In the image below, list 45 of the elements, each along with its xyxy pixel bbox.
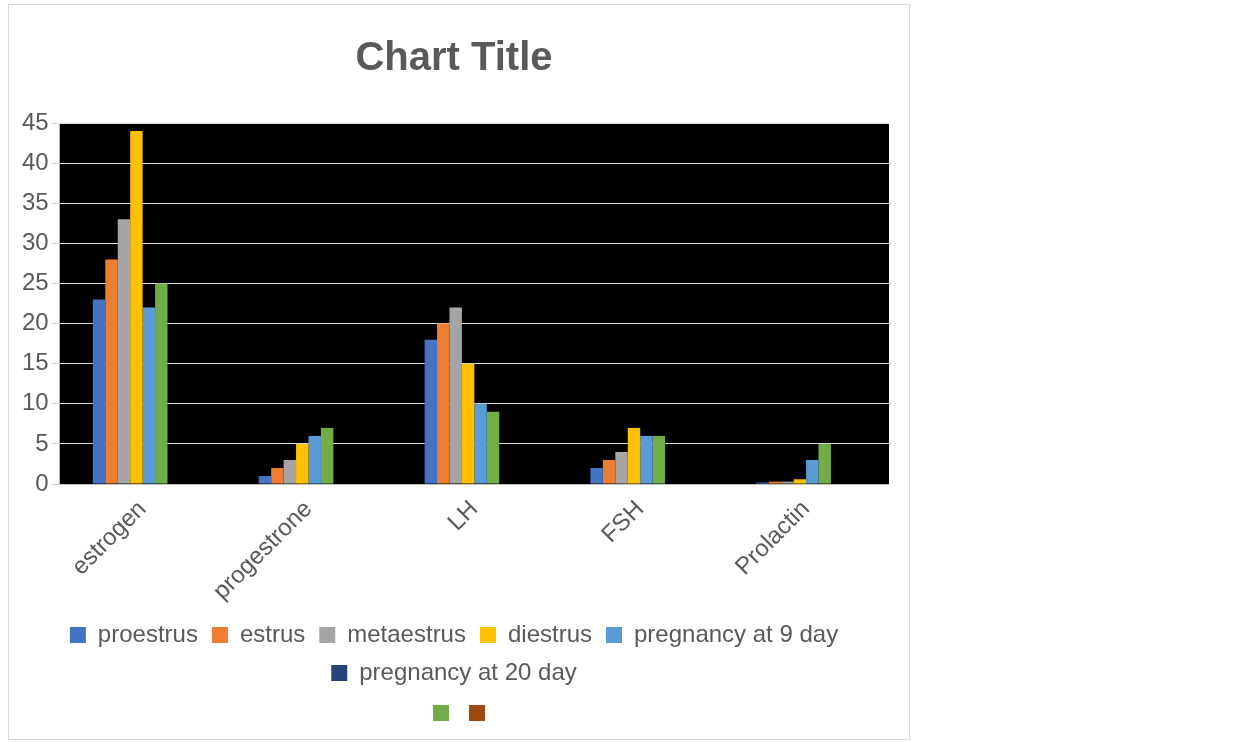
legend-label: pregnancy at 20 day bbox=[359, 657, 577, 685]
y-tick-label: 25 bbox=[21, 268, 49, 296]
bar bbox=[449, 307, 462, 484]
bar bbox=[155, 283, 168, 484]
y-tick-label: 0 bbox=[35, 468, 49, 496]
bar bbox=[640, 435, 653, 484]
bar bbox=[615, 451, 628, 484]
bar bbox=[818, 443, 831, 484]
bar bbox=[258, 476, 272, 484]
y-tick-label: 10 bbox=[21, 388, 49, 416]
bar bbox=[271, 468, 284, 484]
bar bbox=[486, 411, 500, 484]
x-tick-label: LH bbox=[441, 494, 483, 536]
legend-label: estrus bbox=[239, 619, 306, 647]
bar bbox=[320, 427, 334, 484]
bar bbox=[806, 459, 819, 484]
bar bbox=[142, 307, 156, 484]
y-tick-label: 15 bbox=[21, 348, 49, 376]
bar bbox=[283, 459, 297, 484]
y-tick-label: 5 bbox=[35, 428, 49, 456]
bar bbox=[105, 259, 118, 484]
bar bbox=[92, 299, 106, 484]
legend-label: diestrus bbox=[507, 619, 593, 647]
chart-title: Chart Title bbox=[355, 34, 553, 79]
legend-label: pregnancy at 9 day bbox=[634, 619, 839, 647]
y-tick-label: 30 bbox=[21, 227, 49, 255]
y-tick-label: 20 bbox=[21, 308, 49, 336]
bar bbox=[474, 403, 487, 484]
legend-label: metaestrus bbox=[347, 619, 466, 647]
bar bbox=[627, 427, 641, 484]
legend-label: proestrus bbox=[97, 619, 198, 647]
bar bbox=[424, 339, 438, 484]
bar bbox=[590, 468, 603, 484]
y-tick-label: 45 bbox=[21, 107, 49, 135]
bar bbox=[793, 479, 807, 484]
y-tick-label: 40 bbox=[21, 147, 49, 175]
bar bbox=[308, 435, 321, 484]
bar bbox=[602, 459, 616, 484]
bar bbox=[296, 443, 309, 484]
bar bbox=[461, 363, 475, 484]
bar bbox=[652, 435, 666, 484]
bar bbox=[130, 131, 143, 484]
bar bbox=[117, 219, 131, 484]
y-tick-label: 35 bbox=[21, 187, 49, 215]
bar bbox=[437, 323, 450, 484]
